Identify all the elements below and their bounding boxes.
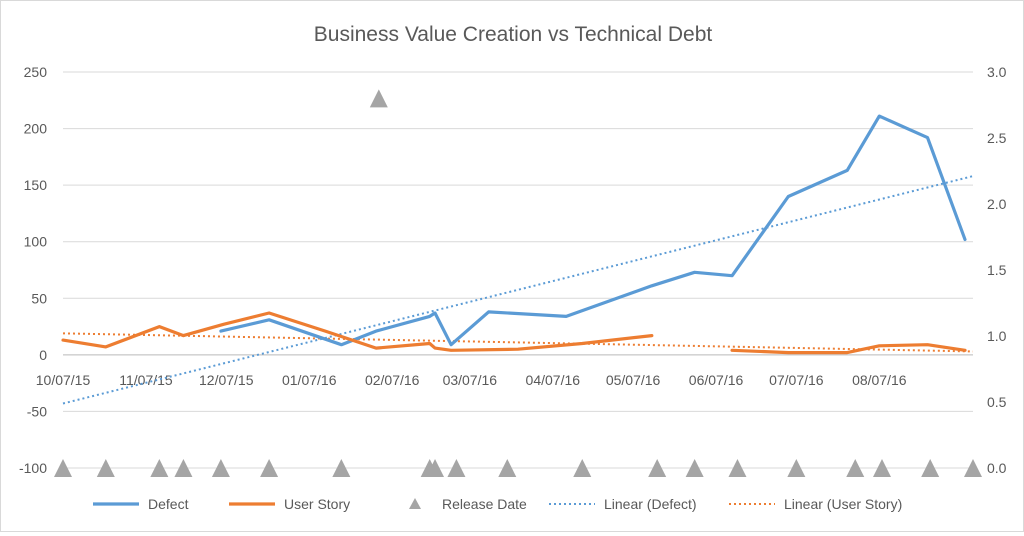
x-tick-label: 08/07/16 xyxy=(852,372,907,388)
x-tick-label: 10/07/15 xyxy=(36,372,91,388)
series-line-defect xyxy=(219,114,967,347)
legend: Defect User Story Release Date Linear (Defe… xyxy=(93,496,902,512)
legend-swatch-release-date xyxy=(409,498,421,509)
series-lines xyxy=(61,114,967,355)
y2-tick-label: 0.5 xyxy=(987,394,1007,410)
release-date-marker xyxy=(873,459,891,477)
x-tick-label: 12/07/15 xyxy=(199,372,254,388)
legend-label-defect: Defect xyxy=(148,496,189,512)
y2-tick-label: 2.0 xyxy=(987,196,1007,212)
release-date-marker xyxy=(369,89,388,108)
x-tick-label: 02/07/16 xyxy=(365,372,420,388)
y-tick-label: 50 xyxy=(31,290,47,306)
release-markers xyxy=(54,89,982,477)
x-tick-label: 01/07/16 xyxy=(282,372,337,388)
release-date-marker xyxy=(211,459,230,477)
legend-label-user-story: User Story xyxy=(284,496,350,512)
series-line-user-story xyxy=(61,311,654,352)
y2-tick-label: 1.0 xyxy=(987,328,1007,344)
release-date-marker xyxy=(787,459,806,477)
y-tick-label: 100 xyxy=(24,234,48,250)
legend-label-linear-user-story-: Linear (User Story) xyxy=(784,496,902,512)
x-tick-label: 05/07/16 xyxy=(606,372,661,388)
y-tick-label: -50 xyxy=(27,403,47,419)
y-tick-label: 150 xyxy=(24,177,48,193)
release-date-marker xyxy=(332,459,351,477)
release-date-marker xyxy=(498,459,517,477)
chart-title: Business Value Creation vs Technical Deb… xyxy=(314,23,713,46)
release-date-marker xyxy=(260,459,279,477)
y2-tick-label: 1.5 xyxy=(987,262,1007,278)
y-tick-label: -100 xyxy=(19,460,47,476)
x-tick-label: 11/07/15 xyxy=(119,372,173,388)
y2-tick-label: 0.0 xyxy=(987,460,1007,476)
gridlines xyxy=(63,71,973,469)
x-tick-label: 07/07/16 xyxy=(769,372,824,388)
axes: 250 200 150 100 50 0 -50 -100 3.0 2.5 2.0 1.5 1.0 0.5… xyxy=(19,64,1007,476)
release-date-marker xyxy=(964,459,982,477)
release-date-marker xyxy=(573,459,592,477)
release-date-marker xyxy=(174,459,193,477)
trendline-linear-user-story- xyxy=(62,332,974,353)
x-tick-label: 06/07/16 xyxy=(689,372,744,388)
trendline-linear-defect- xyxy=(62,175,974,405)
release-date-marker xyxy=(96,459,115,477)
release-date-marker xyxy=(846,459,865,477)
release-date-marker xyxy=(728,459,747,477)
series-line-user-story xyxy=(730,343,967,355)
legend-label-release-date: Release Date xyxy=(442,496,527,512)
release-date-marker xyxy=(921,459,940,477)
y-tick-label: 0 xyxy=(39,347,47,363)
release-date-marker xyxy=(150,459,169,477)
y-tick-label: 200 xyxy=(24,121,48,137)
release-date-marker xyxy=(685,459,704,477)
trendlines xyxy=(62,175,974,405)
x-tick-label: 04/07/16 xyxy=(526,372,581,388)
y2-tick-label: 3.0 xyxy=(987,64,1007,80)
release-date-marker xyxy=(54,459,72,477)
legend-label-linear-defect-: Linear (Defect) xyxy=(604,496,697,512)
release-date-marker xyxy=(648,459,667,477)
x-tick-label: 03/07/16 xyxy=(443,372,498,388)
y2-tick-label: 2.5 xyxy=(987,130,1007,146)
y-tick-label: 250 xyxy=(24,64,48,80)
release-date-marker xyxy=(426,459,445,477)
release-date-marker xyxy=(447,459,466,477)
